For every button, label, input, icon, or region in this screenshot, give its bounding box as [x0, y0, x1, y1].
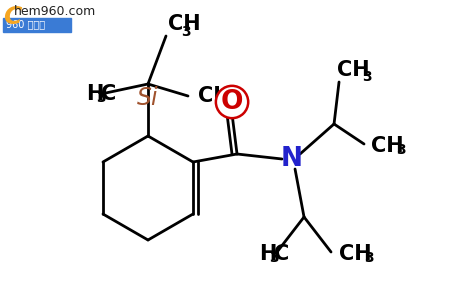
Text: 3: 3 [365, 251, 374, 265]
Bar [3, 18, 71, 32]
Text: H: H [86, 84, 103, 104]
Text: H: H [259, 244, 276, 264]
Text: CH: CH [339, 244, 372, 264]
Text: C: C [3, 5, 21, 29]
Text: CH: CH [168, 14, 201, 34]
Text: 3: 3 [269, 251, 278, 265]
Text: hem960.com: hem960.com [14, 5, 96, 18]
Text: 3: 3 [224, 93, 233, 107]
Text: Si: Si [137, 86, 159, 110]
Text: CH: CH [198, 86, 231, 106]
Text: C: C [101, 84, 117, 104]
Text: 3: 3 [363, 70, 372, 84]
Text: 960 化工网: 960 化工网 [6, 19, 45, 29]
Text: CH: CH [371, 136, 404, 156]
Text: O: O [221, 89, 243, 115]
Text: C: C [274, 244, 290, 264]
Text: 3: 3 [96, 91, 105, 105]
Text: CH: CH [337, 60, 370, 80]
Text: 3: 3 [181, 25, 191, 39]
Text: N: N [281, 146, 303, 172]
Text: 3: 3 [397, 143, 406, 157]
